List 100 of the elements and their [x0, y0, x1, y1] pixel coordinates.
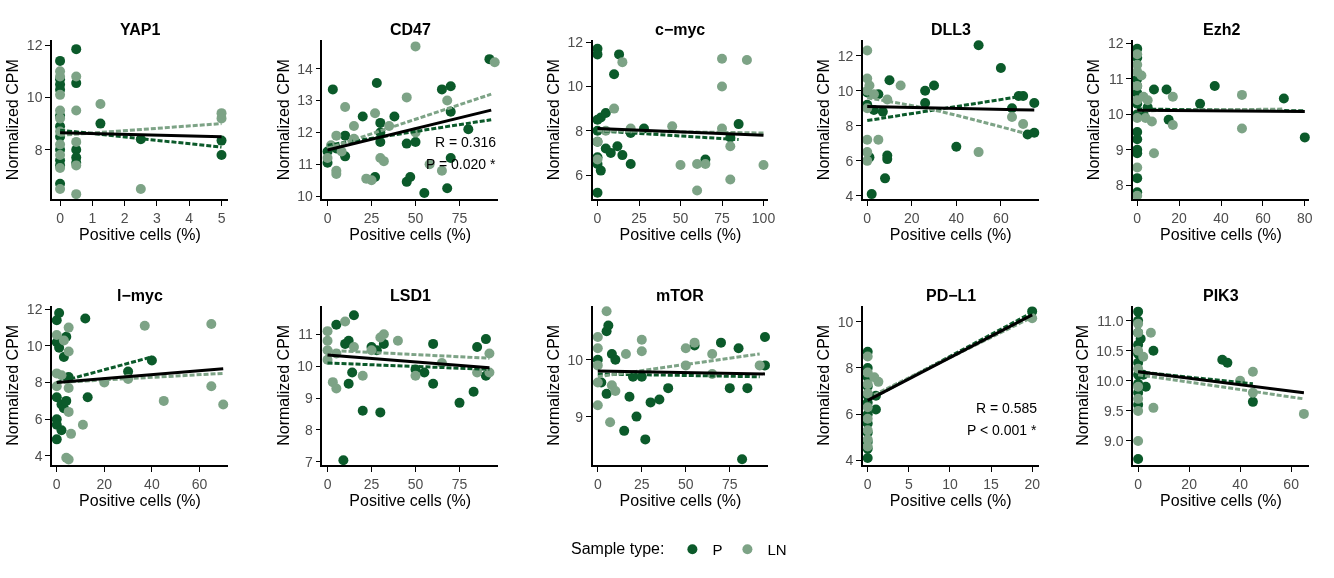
x-tick-label: 20	[96, 475, 113, 492]
y-tick-label: 4	[845, 187, 854, 204]
annotation: P = 0.020 *	[426, 156, 496, 172]
y-tick-label: 10	[837, 313, 854, 330]
y-tick-label: 9	[575, 408, 584, 425]
x-tick-label: 25	[363, 209, 380, 226]
y-tick-label: 13	[297, 92, 313, 109]
y-tick-label: 8	[845, 359, 854, 376]
y-axis-title: Normalized CPM	[4, 324, 22, 446]
x-tick-label: 40	[1213, 209, 1230, 226]
y-tick-label: 6	[845, 406, 854, 423]
x-tick-label: 80	[1297, 209, 1313, 226]
x-tick-label: 60	[1283, 475, 1300, 492]
x-tick-label: 60	[1255, 209, 1271, 226]
y-tick-label: 8	[34, 141, 43, 158]
x-tick-label: 25	[631, 209, 647, 226]
y-tick-label: 6	[845, 152, 854, 169]
chart-title: LSD1	[390, 287, 431, 304]
y-axis-title: Normalized CPM	[544, 324, 562, 446]
y-tick-label: 10	[297, 188, 313, 205]
x-axis-title: Positive cells (%)	[349, 491, 472, 509]
x-tick-label: 2	[120, 209, 129, 226]
x-tick-label: 20	[903, 209, 920, 226]
y-axis-title: Normalized CPM	[815, 324, 833, 446]
y-tick-label: 10	[567, 351, 584, 368]
y-tick-label: 10	[567, 78, 584, 95]
x-tick-label: 0	[863, 475, 872, 492]
x-tick-label: 100	[751, 209, 776, 226]
y-axis-title: Normalized CPM	[1073, 324, 1091, 446]
y-tick-label: 9	[1115, 141, 1124, 158]
y-tick-label: 12	[567, 34, 584, 51]
y-tick-label: 10	[297, 358, 313, 375]
x-tick-label: 20	[1171, 209, 1188, 226]
x-tick-label: 20	[1181, 475, 1198, 492]
y-tick-label: 10.0	[1096, 372, 1124, 389]
y-tick-label: 11	[1108, 70, 1124, 87]
x-tick-label: 75	[721, 475, 738, 492]
x-tick-label: 5	[217, 209, 226, 226]
legend-label: LN	[767, 541, 787, 559]
x-tick-label: 0	[863, 209, 872, 226]
y-tick-label: 14	[297, 60, 313, 77]
y-axis-title: Normalized CPM	[274, 59, 292, 181]
y-tick-label: 6	[575, 166, 584, 183]
x-tick-label: 40	[948, 209, 965, 226]
x-tick-label: 50	[407, 475, 424, 492]
y-tick-label: 4	[845, 452, 854, 469]
chart-title: c−myc	[655, 21, 706, 38]
y-tick-label: 10	[837, 82, 854, 99]
chart-title: PIK3	[1203, 287, 1239, 304]
x-tick-label: 50	[672, 209, 689, 226]
x-tick-label: 60	[993, 209, 1009, 226]
chart-title: l−myc	[117, 287, 163, 304]
y-tick-label: 12	[1107, 35, 1124, 52]
x-axis-title: Positive cells (%)	[79, 491, 201, 509]
x-tick-label: 0	[52, 475, 61, 492]
y-tick-label: 9.5	[1104, 402, 1124, 419]
x-tick-label: 5	[904, 475, 913, 492]
legend-title: Sample type:	[571, 539, 665, 557]
y-tick-label: 4	[34, 447, 43, 464]
y-tick-label: 9	[304, 389, 313, 406]
y-axis-title: Normalized CPM	[544, 59, 562, 181]
x-axis-title: Positive cells (%)	[1160, 491, 1282, 509]
y-tick-label: 11	[298, 156, 313, 173]
x-axis-title: Positive cells (%)	[619, 226, 742, 244]
x-tick-label: 0	[323, 475, 332, 492]
x-axis-title: Positive cells (%)	[349, 226, 472, 244]
x-tick-label: 1	[88, 209, 97, 226]
y-axis-title: Normalized CPM	[1085, 59, 1103, 181]
y-axis-title: Normalized CPM	[274, 324, 292, 446]
x-tick-label: 75	[451, 475, 468, 492]
annotation: P < 0.001 *	[967, 422, 1037, 438]
x-tick-label: 15	[983, 475, 1000, 492]
y-tick-label: 10.5	[1096, 342, 1124, 359]
chart-title: DLL3	[931, 21, 972, 38]
y-axis-title: Normalized CPM	[815, 59, 833, 181]
x-axis-title: Positive cells (%)	[1160, 226, 1282, 244]
x-tick-label: 0	[593, 475, 602, 492]
chart-title: mTOR	[656, 287, 705, 304]
x-tick-label: 10	[942, 475, 958, 492]
x-tick-label: 4	[185, 209, 194, 226]
x-tick-label: 3	[153, 209, 162, 226]
chart-title: Ezh2	[1203, 21, 1241, 38]
annotation: R = 0.585	[976, 400, 1038, 416]
chart-title: CD47	[390, 21, 432, 38]
x-axis-title: Positive cells (%)	[79, 226, 201, 244]
x-tick-label: 20	[1024, 475, 1041, 492]
x-tick-label: 0	[323, 209, 332, 226]
y-tick-label: 10	[1107, 106, 1124, 123]
y-tick-label: 8	[34, 374, 43, 391]
x-tick-label: 25	[363, 475, 380, 492]
y-tick-label: 8	[845, 117, 854, 134]
chart-title: YAP1	[120, 21, 161, 38]
x-tick-label: 40	[1232, 475, 1249, 492]
x-tick-label: 60	[191, 475, 208, 492]
annotation: R = 0.316	[435, 134, 497, 150]
x-tick-label: 40	[144, 475, 160, 492]
x-tick-label: 0	[1134, 475, 1143, 492]
x-tick-label: 75	[451, 209, 468, 226]
y-tick-label: 8	[575, 122, 584, 139]
y-tick-label: 10	[26, 337, 43, 354]
